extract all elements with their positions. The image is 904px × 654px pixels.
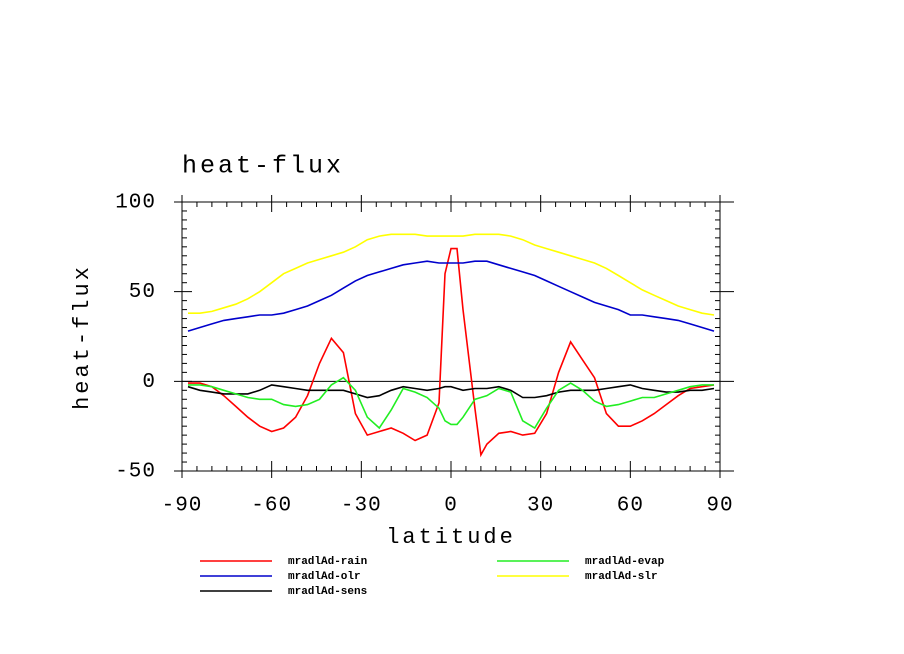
- x-tick-label: -90: [162, 495, 203, 518]
- x-axis-label: latitude: [386, 525, 516, 550]
- plot-frame: [181, 201, 721, 472]
- legend-label: mradlAd-slr: [585, 571, 658, 583]
- legend-label: mradlAd-rain: [288, 556, 367, 568]
- series-line: [188, 376, 714, 430]
- x-tick-label: 90: [706, 495, 733, 518]
- y-tick-label: 50: [129, 281, 156, 304]
- series-line: [187, 260, 715, 332]
- chart-title: heat-flux: [182, 152, 344, 181]
- series-line: [188, 247, 715, 458]
- y-tick-label: 100: [115, 192, 156, 215]
- x-tick-label: -60: [251, 495, 292, 518]
- series-line: [188, 233, 715, 316]
- series-line: [187, 384, 715, 399]
- x-tick-label: 60: [617, 495, 644, 518]
- x-tick-label: 30: [527, 495, 554, 518]
- legend-label: mradlAd-olr: [288, 571, 361, 583]
- legend-label: mradlAd-evap: [585, 556, 665, 568]
- x-tick-label: 0: [444, 495, 458, 518]
- y-tick-label: 0: [142, 371, 156, 394]
- x-tick-label: -30: [341, 495, 382, 518]
- y-tick-label: -50: [115, 461, 156, 484]
- legend-label: mradlAd-sens: [288, 586, 367, 598]
- y-axis-label: heat-flux: [70, 264, 95, 410]
